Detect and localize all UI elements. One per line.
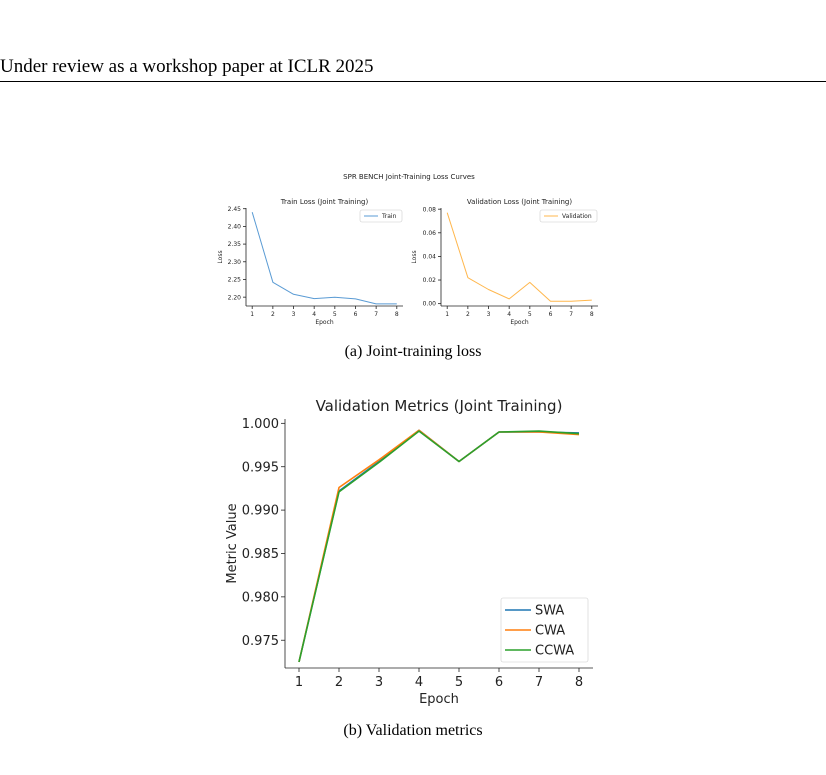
legend: Validation [539, 209, 598, 223]
x-tick-label: 6 [354, 311, 358, 318]
y-tick-label: 2.45 [228, 206, 242, 213]
chart-train-loss: Train Loss (Joint Training) 1 2 3 4 5 6 7 8 2.20 2… [217, 198, 403, 326]
x-axis-label: Epoch [315, 319, 334, 326]
legend-box [539, 209, 598, 223]
header-rule [0, 81, 826, 82]
y-tick-label: 2.40 [228, 223, 242, 230]
series-line-train [251, 212, 397, 305]
figure-a-loss-curves: SPR BENCH Joint-Training Loss Curves Tra… [217, 173, 598, 326]
chart-title: Validation Loss (Joint Training) [467, 198, 572, 206]
y-tick-label: 2.20 [228, 294, 242, 301]
y-tick-label: 1.000 [242, 417, 279, 432]
chart-validation-loss: Validation Loss (Joint Training) 1 2 3 4 5 6 7 8… [411, 198, 598, 326]
legend-label: Train [381, 213, 397, 220]
series-line-ccwa [298, 430, 580, 663]
y-axis-label: Loss [217, 250, 224, 263]
x-tick-label: 6 [549, 311, 553, 318]
y-axis-label: Metric Value [225, 503, 240, 583]
figure-a-suptitle: SPR BENCH Joint-Training Loss Curves [343, 173, 475, 181]
x-tick-label: 7 [374, 311, 378, 318]
y-tick-label: 0.980 [242, 590, 279, 605]
y-tick-label: 0.990 [242, 504, 279, 519]
y-axis-label: Loss [411, 250, 418, 263]
x-tick-label: 4 [312, 311, 316, 318]
x-tick-label: 5 [528, 311, 532, 318]
x-tick-label: 2 [271, 311, 275, 318]
y-tick-label: 2.25 [228, 277, 242, 284]
page-header: Under review as a workshop paper at ICLR… [0, 56, 374, 77]
figure-b-caption: (b) Validation metrics [343, 722, 483, 739]
figure-b-validation-metrics: Validation Metrics (Joint Training) 1 2 3 4 5… [225, 397, 593, 707]
y-tick-label: 0.985 [242, 547, 279, 562]
chart-title: Train Loss (Joint Training) [280, 198, 369, 206]
x-tick-label: 3 [292, 311, 296, 318]
y-tick-label: 0.06 [423, 230, 437, 237]
x-tick-label: 4 [507, 311, 511, 318]
x-tick-label: 6 [495, 675, 503, 690]
chart-validation-metrics: Validation Metrics (Joint Training) 1 2 3 4 5… [225, 397, 593, 707]
x-tick-label: 8 [395, 311, 399, 318]
y-tick-label: 2.30 [228, 259, 242, 266]
series-line-validation [446, 212, 592, 302]
legend: SWA CWA CCWA [500, 597, 589, 663]
x-tick-label: 3 [487, 311, 491, 318]
x-axis-label: Epoch [510, 319, 529, 326]
legend-box [359, 209, 403, 223]
y-tick-label: 0.00 [423, 301, 437, 308]
x-tick-label: 8 [590, 311, 594, 318]
figure-a-caption: (a) Joint-training loss [344, 343, 482, 360]
legend-label: CCWA [535, 644, 574, 659]
y-tick-label: 0.975 [242, 634, 279, 649]
y-tick-label: 2.35 [228, 241, 242, 248]
y-tick-label: 0.02 [423, 277, 437, 284]
y-tick-label: 0.08 [423, 206, 437, 213]
x-tick-label: 4 [415, 675, 423, 690]
x-tick-label: 2 [335, 675, 343, 690]
y-tick-label: 0.04 [423, 254, 437, 261]
x-tick-label: 8 [575, 675, 583, 690]
y-tick-label: 0.995 [242, 460, 279, 475]
x-tick-label: 7 [569, 311, 573, 318]
chart-title: Validation Metrics (Joint Training) [316, 397, 563, 415]
legend-label: CWA [535, 624, 565, 639]
x-tick-label: 5 [455, 675, 463, 690]
legend: Train [359, 209, 403, 223]
x-tick-label: 5 [333, 311, 337, 318]
legend-box [500, 597, 589, 663]
x-axis-label: Epoch [419, 692, 459, 707]
legend-label: SWA [535, 604, 564, 619]
x-tick-label: 1 [250, 311, 254, 318]
x-tick-label: 7 [535, 675, 543, 690]
x-tick-label: 1 [445, 311, 449, 318]
x-tick-label: 2 [466, 311, 470, 318]
x-tick-label: 3 [375, 675, 383, 690]
x-tick-label: 1 [295, 675, 303, 690]
legend-label: Validation [562, 213, 592, 220]
